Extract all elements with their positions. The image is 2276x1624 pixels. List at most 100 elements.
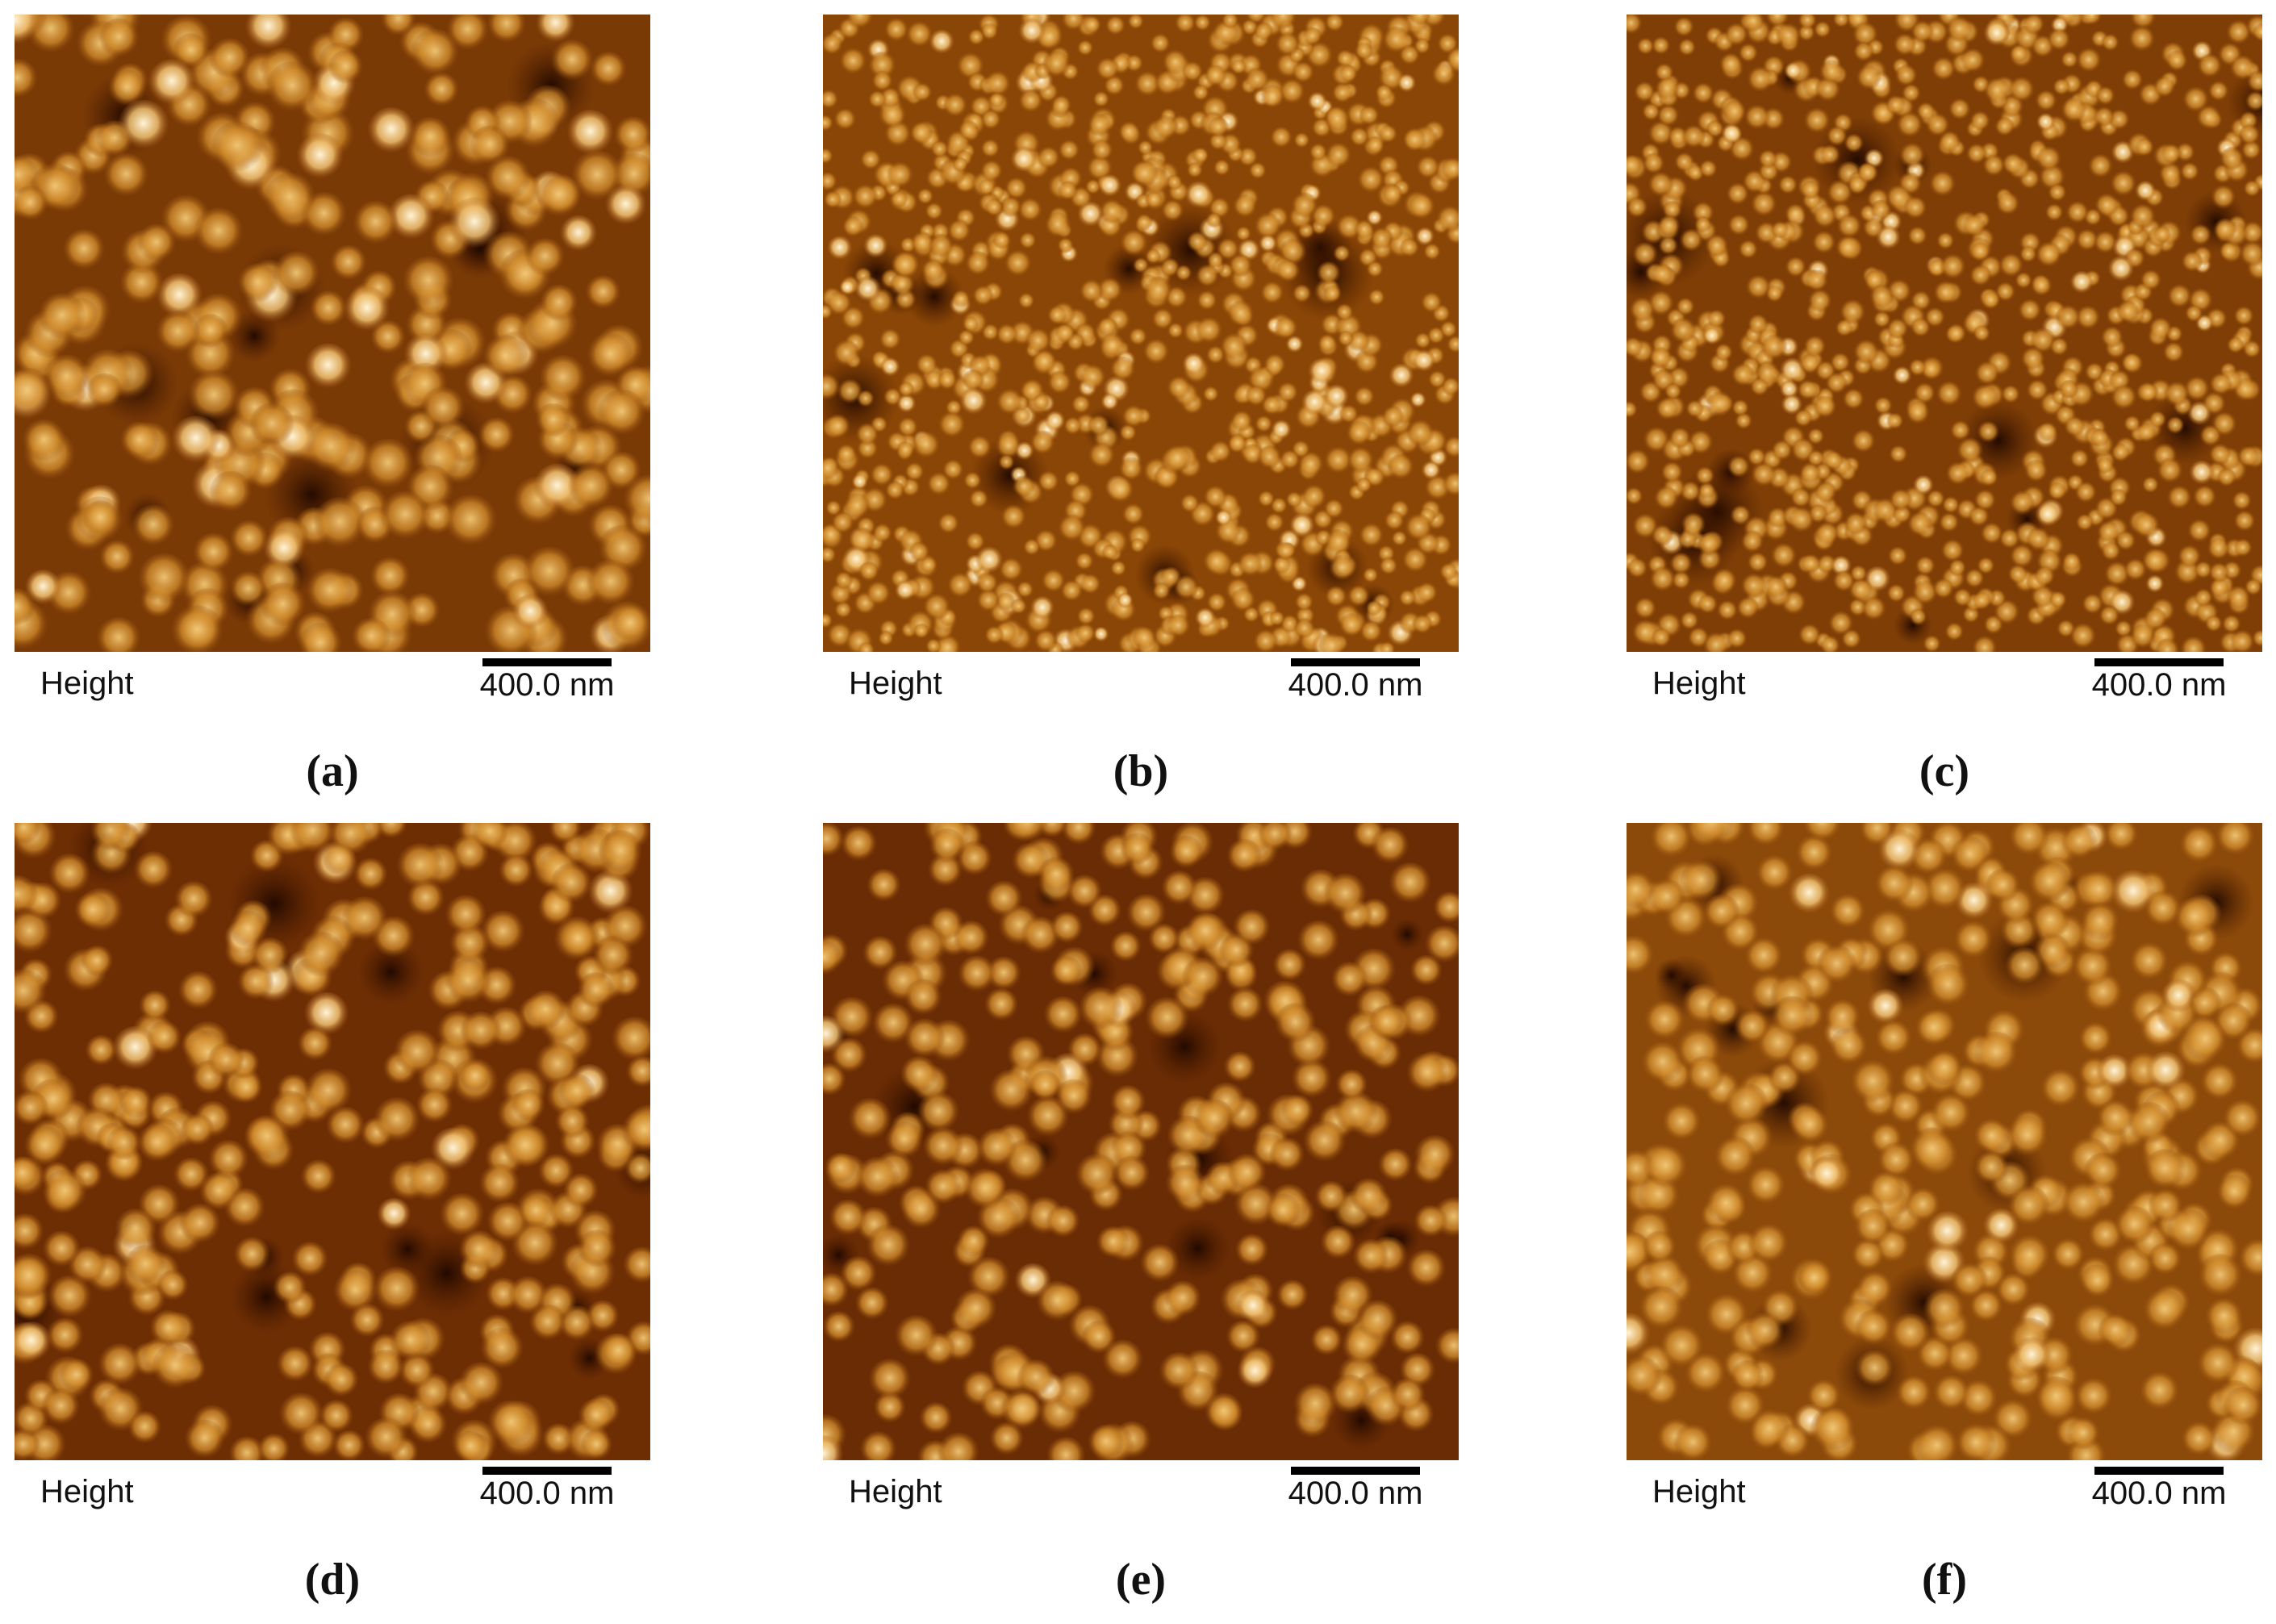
- particle: [1965, 144, 1988, 165]
- particle: [1835, 236, 1860, 261]
- particle: [1638, 1286, 1685, 1333]
- particle: [156, 1270, 190, 1303]
- particle: [2143, 1149, 2186, 1192]
- particle: [1661, 1103, 1702, 1144]
- particle: [984, 880, 1024, 920]
- particle: [1248, 161, 1267, 181]
- particle: [2052, 78, 2071, 97]
- particle: [1050, 94, 1072, 117]
- particle: [1193, 15, 1212, 32]
- particle: [487, 1400, 536, 1448]
- particle: [1819, 144, 1841, 167]
- particle: [1823, 999, 1861, 1037]
- panel-letter: (d): [305, 1555, 360, 1605]
- particle: [1641, 102, 1661, 123]
- particle: [2223, 1386, 2262, 1428]
- particle: [869, 463, 894, 488]
- particle: [1836, 214, 1862, 240]
- particle: [1424, 925, 1459, 966]
- particle: [1851, 429, 1876, 455]
- particle: [1258, 823, 1293, 853]
- particle: [389, 1321, 432, 1363]
- particle: [470, 823, 509, 852]
- particle: [983, 987, 1019, 1023]
- particle: [376, 1197, 411, 1233]
- particle: [86, 373, 123, 411]
- particle: [590, 52, 628, 90]
- particle: [2127, 1101, 2171, 1146]
- particle: [539, 284, 579, 324]
- particle: [1066, 875, 1103, 912]
- particle: [1922, 635, 1942, 652]
- particle: [62, 229, 106, 273]
- particle: [1945, 16, 1973, 44]
- particle: [1054, 1079, 1093, 1117]
- particle: [1693, 215, 1712, 235]
- particle: [1194, 607, 1217, 629]
- particle: [1895, 111, 1923, 140]
- particle: [1226, 987, 1264, 1025]
- particle: [1727, 214, 1751, 237]
- particle: [823, 115, 834, 133]
- particle: [1334, 1069, 1368, 1103]
- particle: [207, 1139, 249, 1182]
- particle: [2101, 34, 2120, 52]
- particle: [878, 101, 907, 131]
- particle: [1010, 598, 1028, 616]
- particle: [1726, 628, 1748, 650]
- afm-image: [823, 823, 1459, 1460]
- particle: [537, 1154, 575, 1192]
- particle: [229, 571, 268, 609]
- particle: [2044, 203, 2064, 223]
- particle: [1679, 611, 1700, 632]
- particle: [1184, 181, 1213, 210]
- particle: [1671, 570, 1692, 591]
- particle: [1894, 65, 1918, 88]
- particle: [1317, 334, 1338, 354]
- particle: [512, 594, 549, 632]
- particle: [198, 1172, 240, 1213]
- particle: [1633, 597, 1657, 621]
- particle: [2186, 401, 2212, 427]
- particle: [423, 72, 460, 109]
- particle: [1906, 226, 1928, 247]
- particle: [192, 532, 235, 575]
- particle: [2129, 203, 2157, 231]
- particle: [1046, 1436, 1086, 1460]
- particle: [2095, 1054, 2133, 1092]
- particle: [278, 1392, 324, 1438]
- particle: [1109, 1084, 1146, 1122]
- particle: [2233, 306, 2255, 328]
- particle: [1875, 225, 1902, 252]
- afm-panel: Height 400.0 nm (c): [1627, 15, 2262, 796]
- particle: [1713, 1136, 1757, 1180]
- particle: [2074, 482, 2098, 505]
- particle: [1777, 175, 1798, 196]
- particle: [896, 417, 919, 439]
- particle: [366, 1349, 405, 1387]
- particle: [263, 173, 317, 226]
- particle: [1964, 569, 1986, 590]
- particle: [1656, 104, 1680, 128]
- particle: [1681, 124, 1706, 150]
- particle: [1633, 81, 1656, 104]
- particle: [570, 150, 624, 204]
- particle: [1673, 152, 1695, 173]
- particle: [1730, 1359, 1765, 1395]
- particle: [1422, 243, 1442, 262]
- particle: [1983, 77, 2011, 106]
- particle: [1006, 823, 1049, 845]
- particle: [1727, 456, 1751, 479]
- particle: [1675, 297, 1695, 318]
- particle: [1368, 1004, 1405, 1042]
- particle: [1938, 131, 1961, 154]
- particle: [1389, 1377, 1426, 1414]
- particle: [1893, 33, 1917, 58]
- particle: [1415, 582, 1439, 605]
- particle: [2165, 50, 2189, 73]
- particle: [1387, 453, 1415, 482]
- particle: [1914, 1010, 1953, 1049]
- particle: [2061, 552, 2082, 573]
- particle: [1969, 242, 1990, 263]
- particle: [2141, 548, 2169, 575]
